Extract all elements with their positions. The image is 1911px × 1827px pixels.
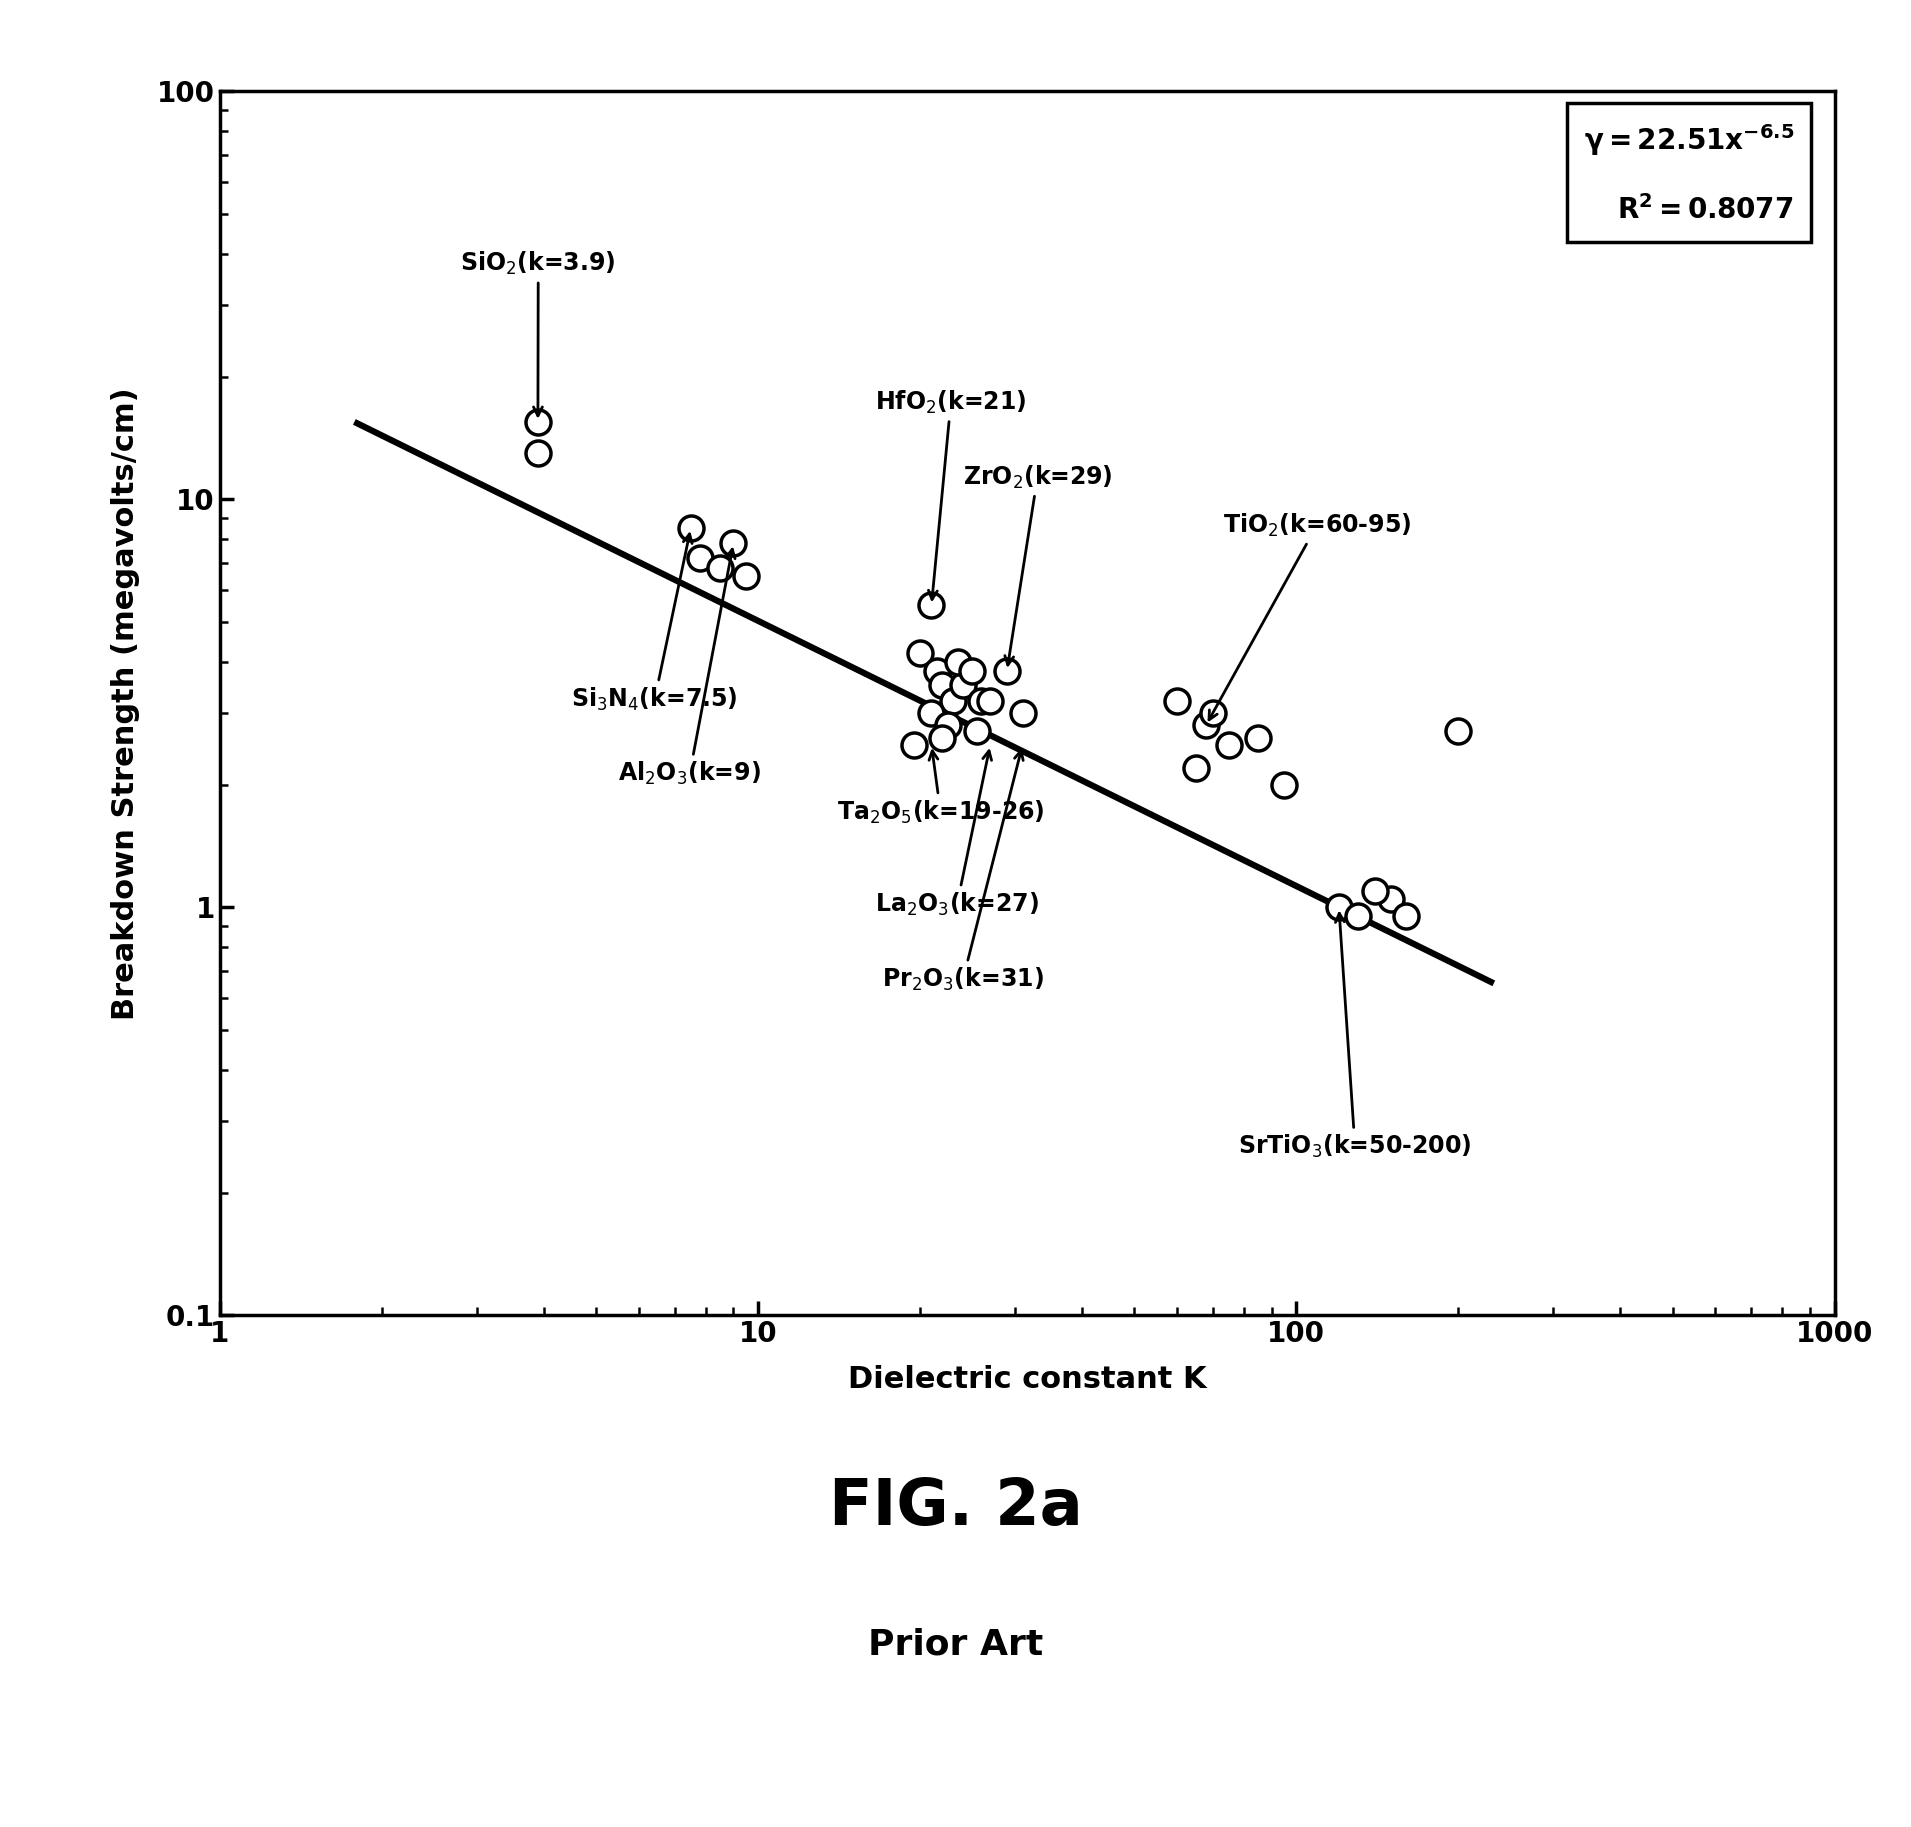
- Text: La$_2$O$_3$(k=27): La$_2$O$_3$(k=27): [875, 751, 1040, 917]
- Text: TiO$_2$(k=60-95): TiO$_2$(k=60-95): [1210, 512, 1410, 720]
- Text: SiO$_2$(k=3.9): SiO$_2$(k=3.9): [461, 250, 615, 417]
- Text: $\mathbf{\gamma = 22.51x^{-6.5}}$

$\mathbf{R^2 = 0.8077}$: $\mathbf{\gamma = 22.51x^{-6.5}}$ $\math…: [1584, 122, 1794, 225]
- X-axis label: Dielectric constant K: Dielectric constant K: [848, 1365, 1206, 1394]
- Text: ZrO$_2$(k=29): ZrO$_2$(k=29): [963, 464, 1112, 665]
- Text: Si$_3$N$_4$(k=7.5): Si$_3$N$_4$(k=7.5): [571, 533, 738, 713]
- Text: Ta$_2$O$_5$(k=19-26): Ta$_2$O$_5$(k=19-26): [837, 751, 1045, 826]
- Text: HfO$_2$(k=21): HfO$_2$(k=21): [875, 389, 1026, 599]
- Text: Prior Art: Prior Art: [868, 1628, 1043, 1661]
- Text: FIG. 2a: FIG. 2a: [829, 1476, 1082, 1538]
- Y-axis label: Breakdown Strength (megavolts/cm): Breakdown Strength (megavolts/cm): [111, 387, 140, 1019]
- Text: Al$_2$O$_3$(k=9): Al$_2$O$_3$(k=9): [619, 550, 761, 787]
- Text: SrTiO$_3$(k=50-200): SrTiO$_3$(k=50-200): [1238, 914, 1471, 1160]
- Text: Pr$_2$O$_3$(k=31): Pr$_2$O$_3$(k=31): [883, 751, 1043, 992]
